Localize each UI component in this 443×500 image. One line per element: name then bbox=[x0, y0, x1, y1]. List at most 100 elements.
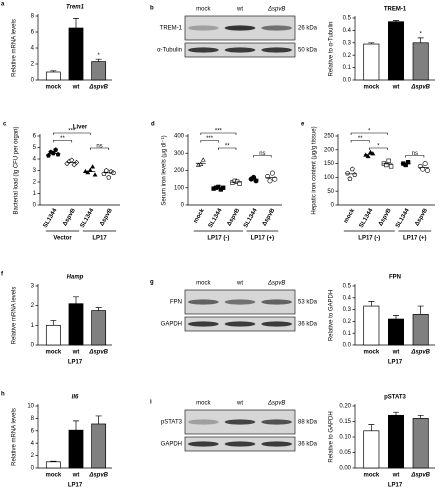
x-tick-label: SL1344 bbox=[80, 207, 96, 229]
error-bar bbox=[368, 300, 375, 307]
x-tick-label: mock bbox=[363, 350, 379, 356]
x-tick-label: mock bbox=[45, 473, 61, 479]
panel-letter: i bbox=[150, 400, 152, 406]
blot-band bbox=[224, 419, 256, 425]
axis-line bbox=[187, 134, 282, 206]
lane-label: ΔspvB bbox=[267, 7, 285, 13]
y-tick-label: 200 bbox=[174, 168, 185, 174]
y-axis-label: Relative to GAPDH bbox=[329, 290, 335, 341]
y-tick-label: 0.05 bbox=[339, 450, 351, 456]
x-tick-label: ΔspvB bbox=[262, 207, 277, 227]
x-tick-label: SL1344 bbox=[395, 207, 411, 229]
blot-band bbox=[188, 299, 219, 305]
group-label: LP17 (-) bbox=[358, 236, 380, 242]
data-point bbox=[422, 161, 428, 167]
error-bar bbox=[73, 296, 79, 304]
x-tick-label: ΔspvB bbox=[88, 473, 108, 479]
y-tick-label: 4 bbox=[31, 441, 35, 447]
data-point bbox=[85, 170, 91, 175]
x-tick-label: mock bbox=[343, 207, 356, 224]
y-tick-label: 8 bbox=[31, 416, 35, 422]
x-tick-label: wt bbox=[392, 350, 400, 356]
y-tick-label: 0.10 bbox=[339, 435, 351, 441]
y-tick-label: 0.00 bbox=[339, 466, 351, 472]
bar bbox=[68, 303, 84, 346]
blot-band bbox=[261, 47, 292, 53]
panel-letter: e bbox=[301, 122, 305, 128]
data-point bbox=[92, 172, 98, 177]
blot-band bbox=[261, 299, 292, 305]
x-tick-label: mock bbox=[363, 473, 379, 479]
y-tick-label: 0.1 bbox=[343, 65, 352, 71]
y-tick-label: 0.5 bbox=[343, 284, 352, 290]
significance-bracket bbox=[350, 132, 388, 135]
error-bar bbox=[368, 42, 375, 45]
group-label: LP17 (+) bbox=[251, 236, 275, 242]
blot-band bbox=[224, 25, 256, 31]
y-tick-label: 0.4 bbox=[343, 28, 352, 34]
x-tick-label: wt bbox=[72, 350, 80, 356]
y-tick-label: 0.15 bbox=[339, 419, 351, 425]
y-tick-label: 0.2 bbox=[343, 53, 352, 59]
x-tick-label: SL1344 bbox=[243, 207, 259, 229]
data-point bbox=[46, 152, 51, 158]
data-point bbox=[103, 167, 109, 173]
y-axis-label: Relative mRNA levels bbox=[12, 287, 18, 345]
y-tick-label: 8 bbox=[31, 14, 35, 20]
chart-title: pSTAT3 bbox=[384, 395, 406, 401]
error-bar bbox=[393, 315, 399, 320]
data-point bbox=[55, 151, 61, 157]
significance: * bbox=[97, 53, 100, 59]
lane-label: mock bbox=[196, 7, 211, 13]
x-tick-label: wt bbox=[392, 85, 400, 91]
chart-title: TREM-1 bbox=[384, 7, 407, 13]
blot-band bbox=[188, 419, 219, 425]
y-tick-label: 0 bbox=[331, 203, 335, 209]
data-point bbox=[424, 168, 430, 174]
data-point bbox=[198, 161, 204, 166]
bar bbox=[363, 305, 380, 346]
lane-label: wt bbox=[236, 401, 243, 407]
significance: * bbox=[377, 144, 380, 150]
data-point bbox=[237, 181, 242, 186]
y-tick-label: 3 bbox=[31, 284, 35, 290]
y-axis-label: Relative mRNA levels bbox=[12, 408, 18, 466]
significance: ** bbox=[60, 136, 65, 142]
size-label: 36 kDa bbox=[298, 442, 318, 448]
error-bar bbox=[417, 37, 424, 43]
y-tick-label: 4 bbox=[31, 46, 35, 52]
x-tick-label: SL1344 bbox=[43, 207, 59, 229]
bar bbox=[68, 429, 84, 469]
error-bar bbox=[95, 307, 102, 311]
significance: * bbox=[368, 129, 371, 135]
data-point bbox=[349, 166, 355, 172]
bar bbox=[412, 313, 429, 346]
x-tick-label: ΔspvB bbox=[226, 207, 241, 227]
y-tick-label: 400 bbox=[174, 134, 185, 140]
error-bar bbox=[393, 20, 399, 22]
y-tick-label: 0 bbox=[31, 466, 35, 472]
significance-bracket bbox=[218, 147, 237, 150]
significance: ns bbox=[96, 144, 102, 150]
blot-band bbox=[261, 441, 292, 447]
y-axis-label: Relative mRNA levels bbox=[12, 19, 18, 77]
y-tick-label: 6 bbox=[31, 428, 35, 434]
size-label: 53 kDa bbox=[298, 300, 318, 306]
panel-letter: c bbox=[3, 122, 7, 128]
error-bar bbox=[50, 460, 57, 462]
group-label: LP17 (+) bbox=[403, 236, 427, 242]
y-tick-label: 0 bbox=[31, 343, 35, 349]
y-tick-label: 0.4 bbox=[343, 295, 352, 301]
y-tick-label: 10 bbox=[27, 404, 34, 410]
data-point bbox=[200, 157, 206, 162]
x-tick-label: ΔspvB bbox=[99, 207, 114, 227]
y-tick-label: 2 bbox=[31, 62, 35, 68]
row-label: FPN bbox=[170, 300, 182, 306]
y-tick-label: 0 bbox=[181, 203, 185, 209]
y-tick-label: 0 bbox=[31, 78, 35, 84]
error-bar bbox=[417, 414, 424, 419]
y-tick-label: 0.0 bbox=[343, 343, 352, 349]
panel-letter: a bbox=[1, 2, 5, 8]
panel-letter: f bbox=[1, 272, 4, 278]
significance-bracket bbox=[369, 147, 388, 150]
